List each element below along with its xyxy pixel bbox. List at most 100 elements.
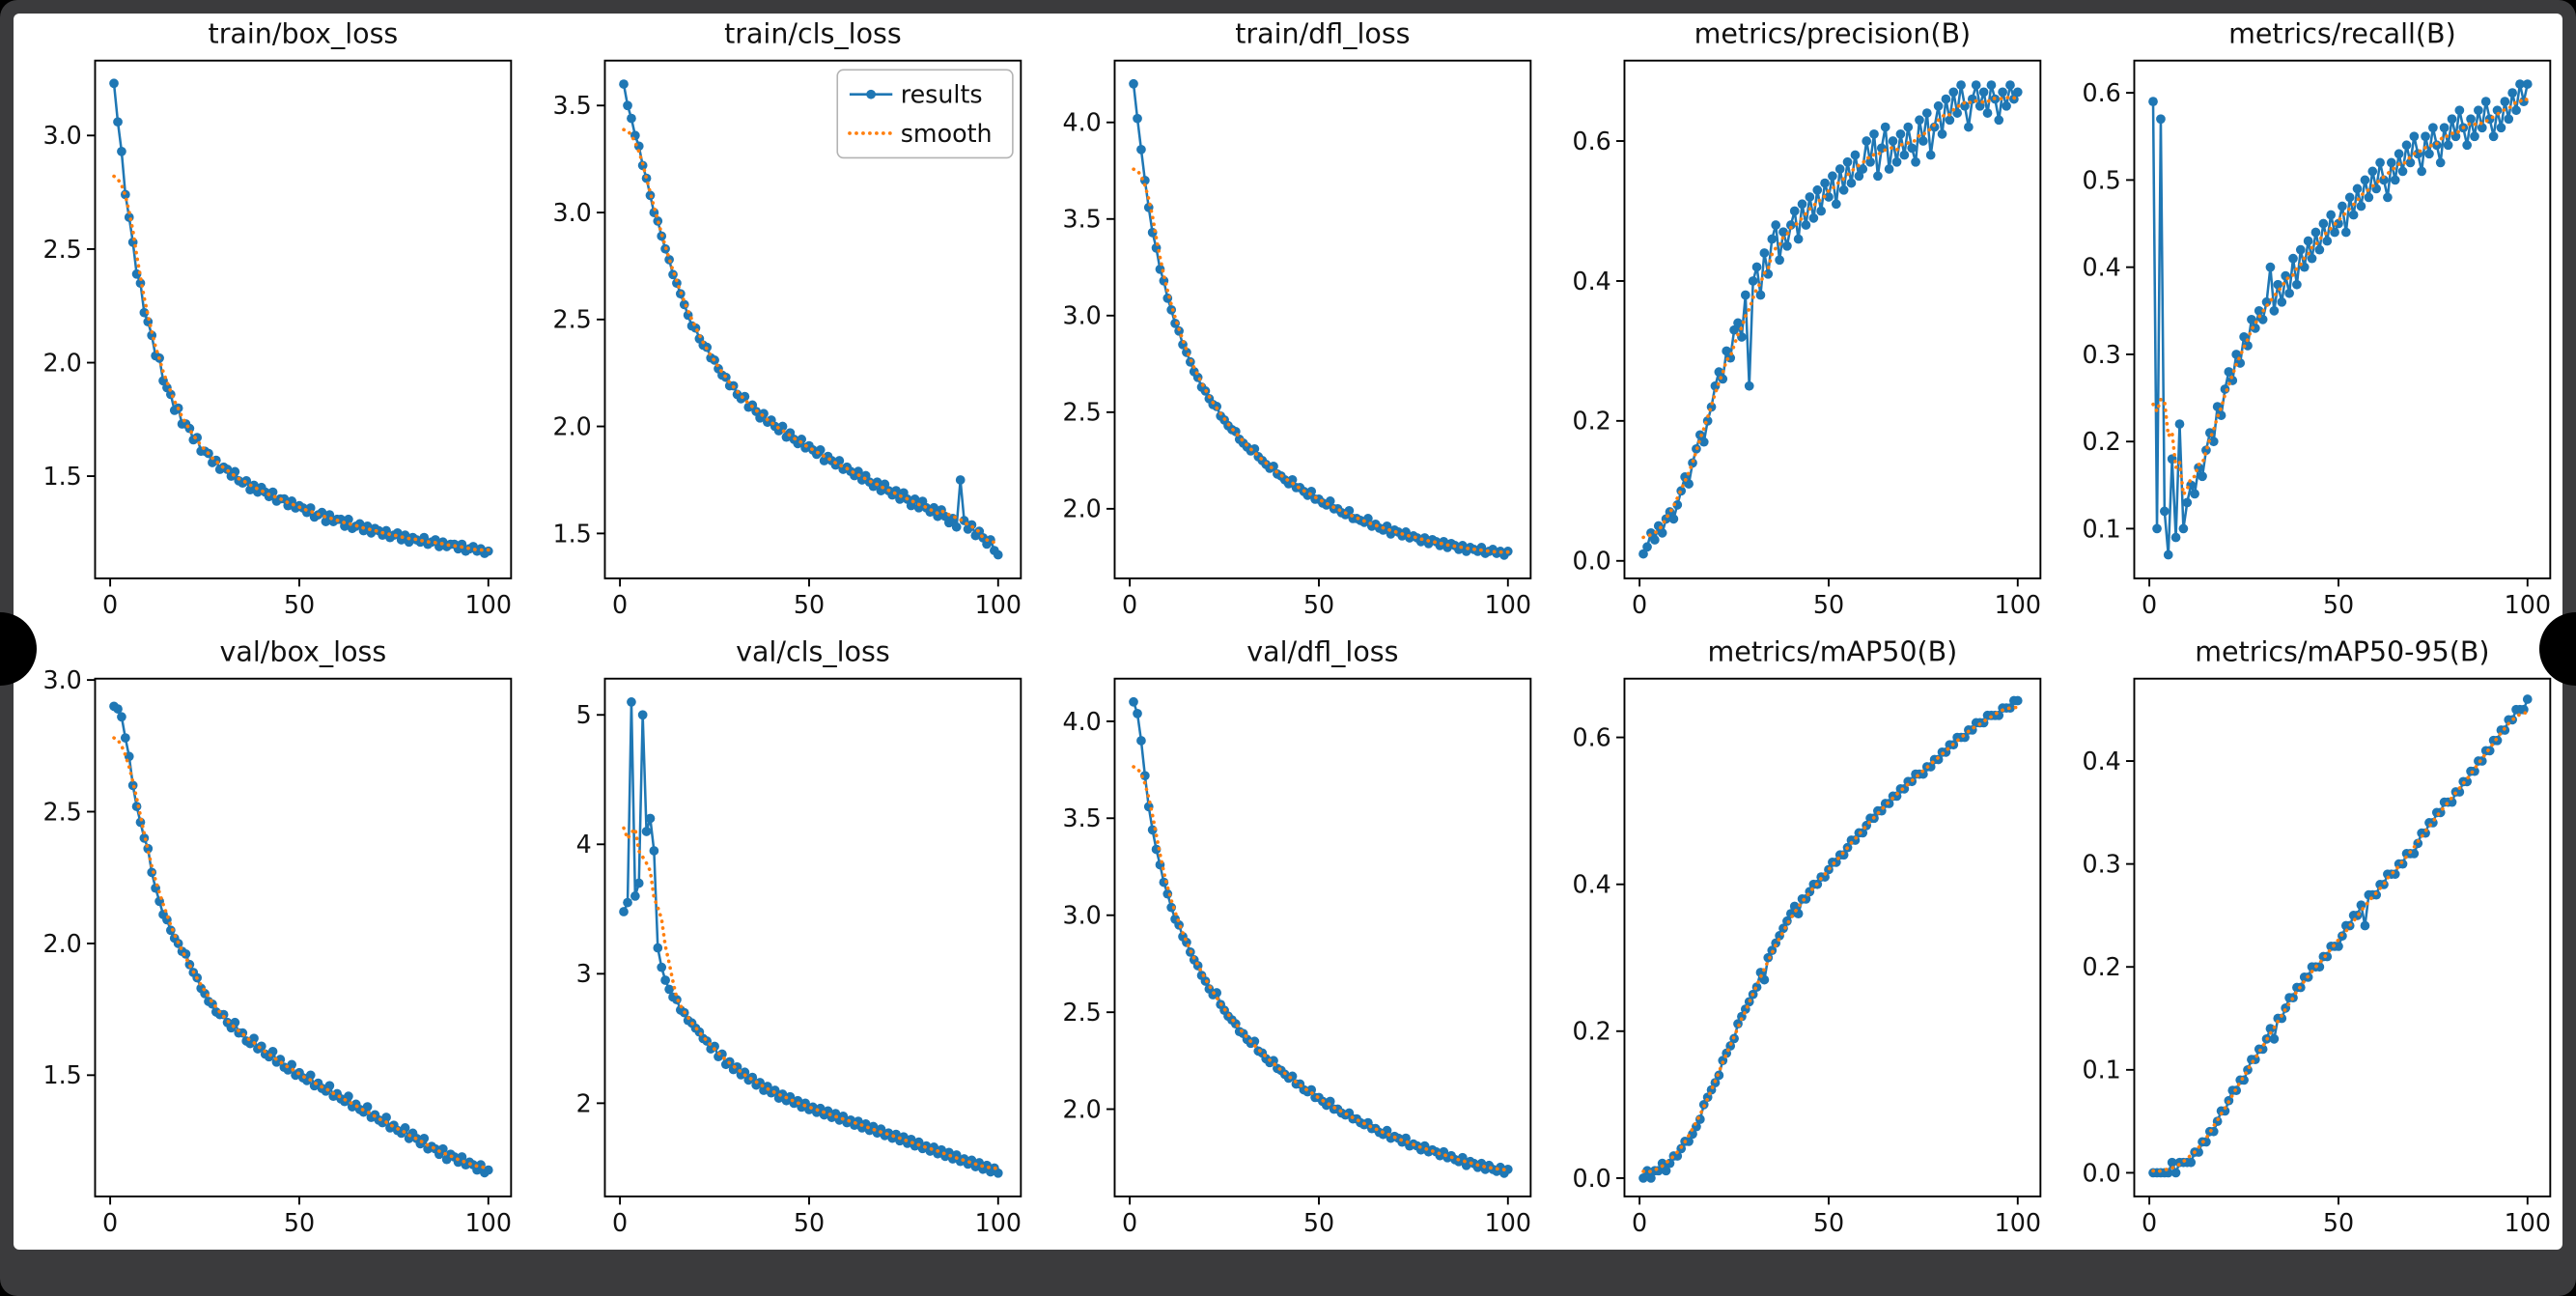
svg-text:100: 100 <box>2505 1208 2551 1237</box>
chart-metrics-map50-95-b: metrics/mAP50-95(B) 0 50 100 0.0 0.1 0.2 0.3 0.4 <box>2053 632 2562 1250</box>
results-line <box>1641 699 2018 1180</box>
y-axis: 0.0 0.2 0.4 0.6 <box>1572 722 1625 1193</box>
smooth-line <box>2151 96 2530 500</box>
svg-text:0.0: 0.0 <box>2082 1158 2120 1187</box>
svg-text:2: 2 <box>576 1088 592 1117</box>
svg-text:0.2: 0.2 <box>2082 952 2120 981</box>
chart-val-dfl-loss: val/dfl_loss 0 50 100 2.0 2.5 3.0 3.5 4.0 <box>1033 632 1543 1250</box>
axes-box <box>1113 59 1532 579</box>
svg-text:0: 0 <box>2142 590 2157 619</box>
axes-box <box>2133 59 2552 579</box>
y-axis: 0.0 0.1 0.2 0.3 0.4 <box>2082 747 2135 1187</box>
svg-text:50: 50 <box>794 590 825 619</box>
svg-text:0: 0 <box>1632 1208 1647 1237</box>
svg-text:50: 50 <box>1813 590 1844 619</box>
svg-text:2.0: 2.0 <box>42 348 81 377</box>
svg-text:0: 0 <box>1632 590 1647 619</box>
svg-text:0.5: 0.5 <box>2082 165 2120 194</box>
svg-text:2.0: 2.0 <box>1062 494 1101 523</box>
svg-text:0.6: 0.6 <box>1572 722 1610 751</box>
y-axis: 2 3 4 5 <box>576 700 605 1117</box>
svg-text:0.3: 0.3 <box>2082 849 2120 878</box>
axes-box <box>603 677 1022 1197</box>
x-axis: 0 50 100 <box>1122 578 1531 619</box>
chart-title: train/box_loss <box>209 17 399 50</box>
svg-text:0.1: 0.1 <box>2082 1056 2120 1085</box>
svg-text:2.5: 2.5 <box>42 235 81 264</box>
x-axis: 0 50 100 <box>2142 578 2551 619</box>
y-axis: 2.0 2.5 3.0 3.5 4.0 <box>1062 108 1115 523</box>
svg-text:0.2: 0.2 <box>1572 1017 1610 1046</box>
svg-text:100: 100 <box>465 1208 512 1237</box>
plot-area-series <box>109 701 493 1178</box>
svg-text:3.0: 3.0 <box>1062 301 1101 330</box>
axes-box <box>2133 677 2552 1197</box>
chart-title: val/dfl_loss <box>1246 635 1398 668</box>
smooth-line <box>112 174 490 552</box>
svg-text:0.3: 0.3 <box>2082 340 2120 369</box>
svg-text:2.0: 2.0 <box>42 929 81 958</box>
axes-box <box>603 59 1022 579</box>
svg-text:2.0: 2.0 <box>1062 1094 1101 1123</box>
smooth-line <box>1132 167 1510 554</box>
axes-box <box>1623 677 2042 1197</box>
plot-area-series <box>619 79 1003 560</box>
val-dfl-loss-plot: val/dfl_loss 0 50 100 2.0 2.5 3.0 3.5 4.0 <box>1062 635 1532 1237</box>
svg-text:50: 50 <box>1813 1208 1844 1237</box>
svg-text:3: 3 <box>576 959 592 988</box>
chart-title: metrics/recall(B) <box>2228 17 2456 50</box>
chart-title: metrics/mAP50-95(B) <box>2195 635 2489 668</box>
results-line <box>622 700 999 1174</box>
svg-text:0: 0 <box>1122 590 1137 619</box>
svg-text:50: 50 <box>2323 1208 2354 1237</box>
chart-title: val/box_loss <box>220 635 387 668</box>
plot-area-series <box>1129 696 1513 1178</box>
svg-text:smooth: smooth <box>901 119 993 148</box>
svg-text:0.6: 0.6 <box>1572 127 1610 155</box>
axes-box <box>1623 59 2042 579</box>
axes-box <box>94 59 513 579</box>
smooth-line <box>1641 95 2020 540</box>
smooth-line <box>622 825 1000 1170</box>
x-axis: 0 50 100 <box>2142 1196 2551 1237</box>
svg-text:0.0: 0.0 <box>1572 547 1610 576</box>
chart-title: metrics/mAP50(B) <box>1708 635 1958 668</box>
svg-text:0: 0 <box>1122 1208 1137 1237</box>
svg-text:3.5: 3.5 <box>1062 803 1101 832</box>
y-axis: 1.5 2.0 2.5 3.0 3.5 <box>552 91 605 548</box>
results-line <box>2151 82 2530 556</box>
svg-text:4.0: 4.0 <box>1062 707 1101 736</box>
smooth-line <box>622 127 1000 545</box>
svg-text:5: 5 <box>576 700 592 729</box>
legend: results smooth <box>836 69 1014 159</box>
svg-text:50: 50 <box>1303 590 1334 619</box>
svg-text:1.5: 1.5 <box>42 1060 81 1089</box>
axes-box <box>1113 677 1532 1197</box>
svg-text:50: 50 <box>2323 590 2354 619</box>
y-axis: 1.5 2.0 2.5 3.0 <box>42 665 96 1089</box>
train-dfl-loss-plot: train/dfl_loss 0 50 100 2.0 2.5 3.0 3.5 4.0 <box>1062 17 1532 619</box>
svg-text:100: 100 <box>1995 1208 2041 1237</box>
x-axis: 0 50 100 <box>612 1196 1022 1237</box>
svg-text:100: 100 <box>1485 590 1531 619</box>
svg-text:50: 50 <box>794 1208 825 1237</box>
x-axis: 0 50 100 <box>612 578 1022 619</box>
plot-area-series <box>1638 695 2023 1183</box>
plot-area-series <box>2148 79 2533 560</box>
train-cls-loss-plot: train/cls_loss 0 50 100 1.5 2.0 2.5 3.0 3.5 resul… <box>552 17 1022 619</box>
svg-text:0: 0 <box>102 590 118 619</box>
svg-text:0: 0 <box>102 1208 118 1237</box>
chart-title: metrics/precision(B) <box>1694 17 1972 50</box>
chart-title: train/dfl_loss <box>1235 17 1410 50</box>
svg-text:100: 100 <box>1995 590 2041 619</box>
metrics-recall-b-plot: metrics/recall(B)0 50 1000.10.20.30.40.50.… <box>2082 17 2552 619</box>
chart-metrics-map50-b: metrics/mAP50(B) 0 50 100 0.0 0.2 0.4 0.6 <box>1543 632 2053 1250</box>
svg-text:50: 50 <box>284 590 315 619</box>
svg-text:0.2: 0.2 <box>1572 407 1610 436</box>
svg-text:3.5: 3.5 <box>1062 205 1101 234</box>
plot-area-series <box>109 78 493 558</box>
x-axis: 0 50 100 <box>1122 1196 1531 1237</box>
y-axis: 0.0 0.2 0.4 0.6 <box>1572 127 1625 576</box>
